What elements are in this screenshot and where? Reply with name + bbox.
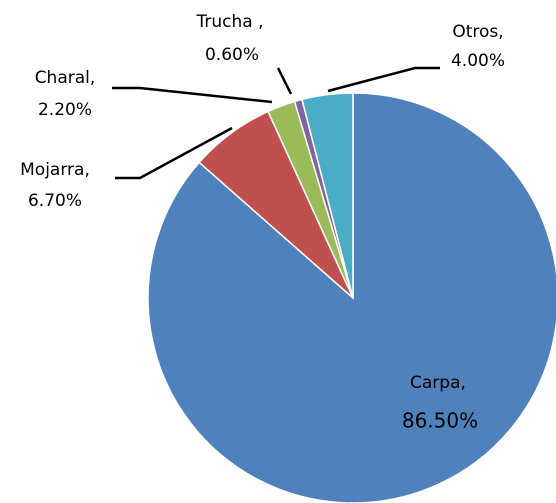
leader-line	[112, 86, 273, 104]
leader-line	[115, 126, 233, 180]
pie-slice	[301, 92, 354, 299]
value-label: 86.50%	[402, 409, 478, 433]
value-label: 2.20%	[38, 100, 92, 120]
category-label: Charal,	[35, 68, 96, 88]
leader-line	[276, 67, 293, 95]
category-label: Carpa,	[410, 373, 466, 393]
value-label: 4.00%	[451, 51, 505, 71]
category-label: Otros,	[452, 22, 503, 42]
value-label: 0.60%	[205, 45, 259, 65]
value-label: 6.70%	[28, 191, 82, 211]
category-label: Mojarra,	[20, 160, 90, 180]
category-label: Trucha ,	[196, 12, 264, 32]
leader-line	[327, 66, 440, 93]
